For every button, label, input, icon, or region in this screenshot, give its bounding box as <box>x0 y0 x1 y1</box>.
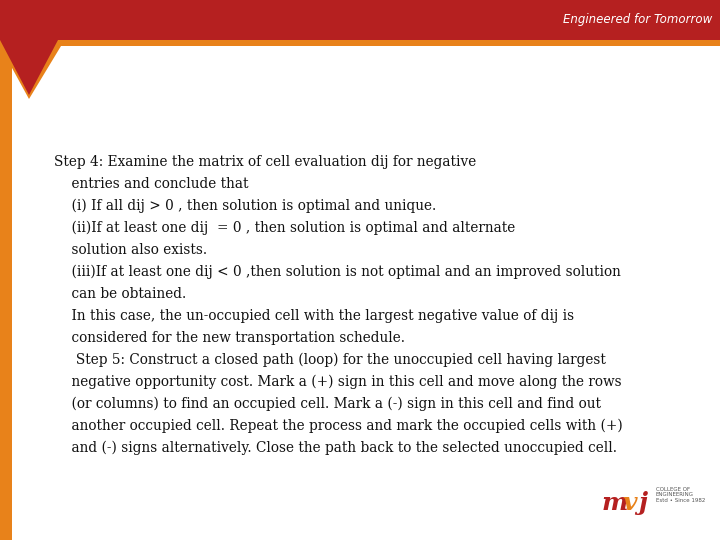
Bar <box>0 46 12 540</box>
Text: and (-) signs alternatively. Close the path back to the selected unoccupied cell: and (-) signs alternatively. Close the p… <box>54 441 617 455</box>
Text: COLLEGE OF
ENGINEERING
Estd • Since 1982: COLLEGE OF ENGINEERING Estd • Since 1982 <box>656 487 706 503</box>
Text: (or columns) to find an occupied cell. Mark a (-) sign in this cell and find out: (or columns) to find an occupied cell. M… <box>54 397 601 411</box>
Polygon shape <box>0 46 61 99</box>
Text: (iii)If at least one dij < 0 ,then solution is not optimal and an improved solut: (iii)If at least one dij < 0 ,then solut… <box>54 265 621 279</box>
Text: v: v <box>622 491 636 515</box>
Text: Step 5: Construct a closed path (loop) for the unoccupied cell having largest: Step 5: Construct a closed path (loop) f… <box>54 353 606 367</box>
Text: m: m <box>602 491 629 515</box>
Text: j: j <box>638 491 647 515</box>
Text: solution also exists.: solution also exists. <box>54 243 207 257</box>
Text: entries and conclude that: entries and conclude that <box>54 177 248 191</box>
Bar <box>0 0 720 40</box>
Text: In this case, the un-occupied cell with the largest negative value of dij is: In this case, the un-occupied cell with … <box>54 309 574 323</box>
Text: Engineered for Tomorrow: Engineered for Tomorrow <box>563 14 712 26</box>
Polygon shape <box>0 40 58 95</box>
Text: can be obtained.: can be obtained. <box>54 287 186 301</box>
Text: (ii)If at least one dij  = 0 , then solution is optimal and alternate: (ii)If at least one dij = 0 , then solut… <box>54 221 516 235</box>
Text: another occupied cell. Repeat the process and mark the occupied cells with (+): another occupied cell. Repeat the proces… <box>54 419 623 434</box>
Text: negative opportunity cost. Mark a (+) sign in this cell and move along the rows: negative opportunity cost. Mark a (+) si… <box>54 375 621 389</box>
Text: (i) If all dij > 0 , then solution is optimal and unique.: (i) If all dij > 0 , then solution is op… <box>54 199 436 213</box>
Bar <box>0 40 720 46</box>
Text: considered for the new transportation schedule.: considered for the new transportation sc… <box>54 331 405 345</box>
Text: Step 4: Examine the matrix of cell evaluation dij for negative: Step 4: Examine the matrix of cell evalu… <box>54 155 476 169</box>
